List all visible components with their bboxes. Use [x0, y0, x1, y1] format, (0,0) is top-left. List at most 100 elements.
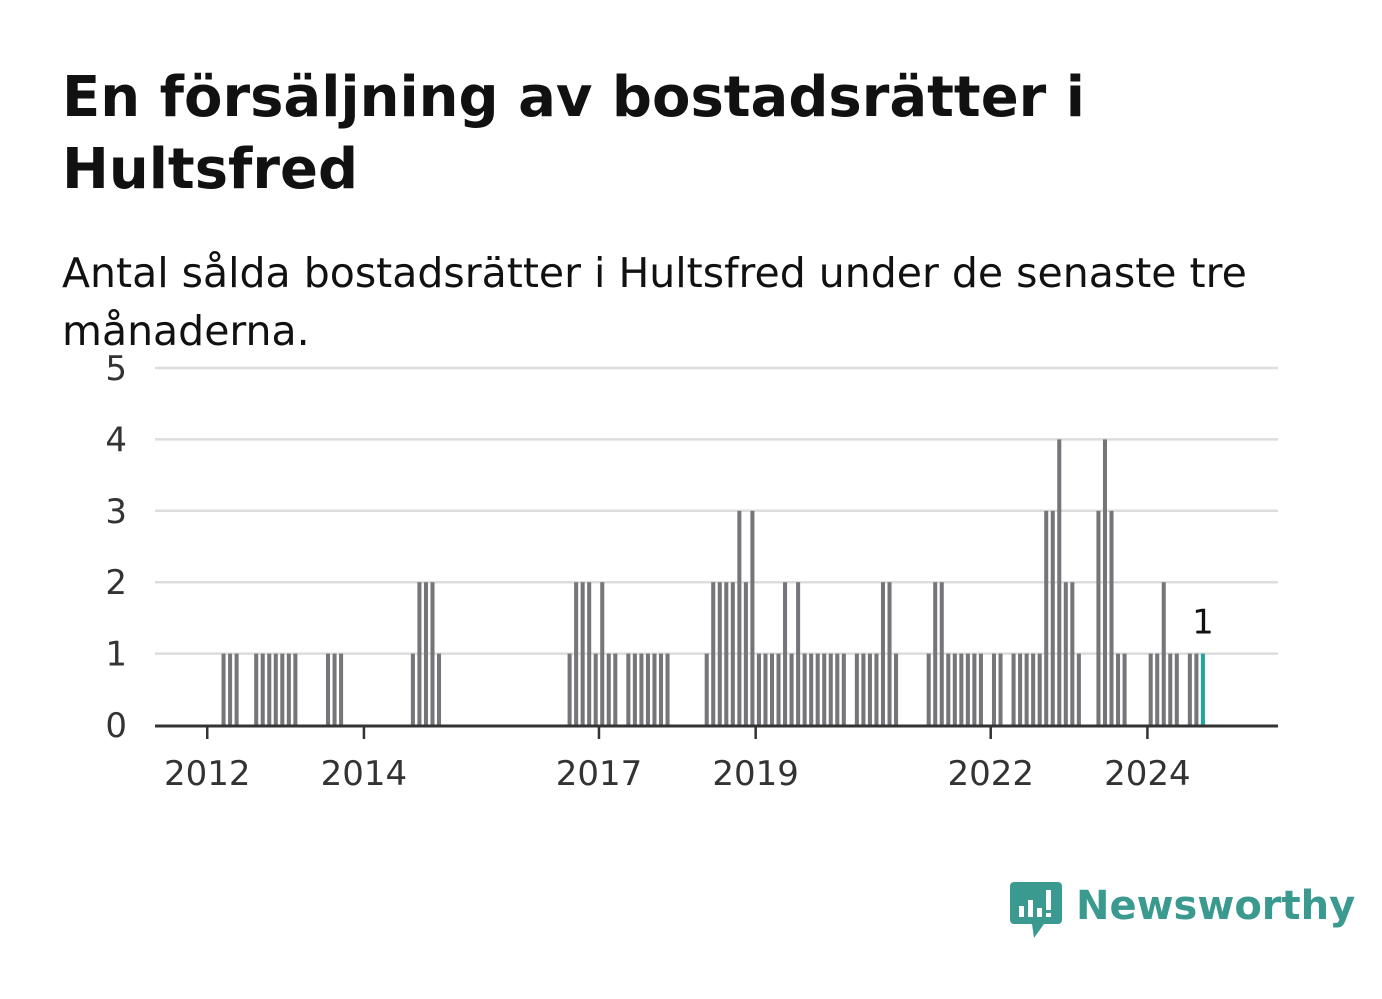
- bar: [417, 582, 422, 725]
- bar: [743, 582, 748, 725]
- bar: [221, 653, 226, 725]
- bar-chart: 0 1 2 3 4 5 2012 2014 2017 2019 2022 2024 1: [105, 349, 1278, 794]
- bar: [332, 653, 337, 725]
- bar: [652, 653, 657, 725]
- bar: [260, 653, 265, 725]
- bar: [587, 582, 592, 725]
- bar: [1116, 653, 1121, 725]
- bar: [1070, 582, 1075, 725]
- bar: [1161, 582, 1166, 725]
- bar: [854, 653, 859, 725]
- bar: [665, 653, 670, 725]
- grid-lines: [155, 366, 1278, 655]
- bar: [952, 653, 957, 725]
- y-axis-ticks: 0 1 2 3 4 5: [105, 349, 127, 746]
- bar: [645, 653, 650, 725]
- bars: [221, 439, 1205, 725]
- bar: [1155, 653, 1160, 725]
- bar: [613, 653, 618, 725]
- bar: [978, 653, 983, 725]
- bar: [874, 653, 879, 725]
- bar: [867, 653, 872, 725]
- bar: [769, 653, 775, 725]
- bar: [828, 653, 833, 725]
- bar: [1050, 510, 1055, 725]
- bar: [1037, 653, 1042, 725]
- bar: [704, 653, 709, 725]
- bar: [273, 653, 278, 725]
- bar: [835, 653, 840, 725]
- bar: [286, 653, 291, 725]
- bar: [280, 653, 285, 725]
- bar: [887, 582, 892, 725]
- bar: [1031, 653, 1036, 725]
- bar: [815, 653, 820, 725]
- newsworthy-wordmark: Newsworthy: [1076, 883, 1356, 929]
- bar: [1168, 653, 1173, 725]
- chart-title: En försäljning av bostadsrätter i Hultsf…: [62, 65, 1085, 202]
- bar: [711, 582, 716, 725]
- bar-highlight: [1200, 653, 1205, 725]
- newsworthy-logo: Newsworthy: [1010, 876, 1355, 946]
- bar: [783, 582, 788, 725]
- x-tick-label: 2019: [712, 754, 799, 794]
- bar: [436, 653, 442, 725]
- highlight-value-label: 1: [1192, 603, 1214, 643]
- bar: [894, 653, 899, 725]
- bar: [267, 653, 272, 725]
- bar: [254, 653, 259, 725]
- bar: [776, 653, 781, 725]
- bar: [933, 582, 938, 725]
- bar: [580, 582, 585, 725]
- bar: [763, 653, 768, 725]
- bar: [1194, 653, 1199, 725]
- bar: [946, 653, 951, 725]
- bar: [802, 653, 807, 725]
- bar: [626, 653, 631, 725]
- bar: [632, 653, 637, 725]
- bar: [1148, 653, 1153, 725]
- bar: [880, 582, 886, 725]
- bar: [1109, 510, 1114, 725]
- bar: [430, 582, 435, 725]
- bar: [1102, 439, 1108, 725]
- bar: [796, 582, 801, 725]
- x-tick-label: 2024: [1104, 754, 1191, 794]
- bar: [861, 653, 866, 725]
- bar: [234, 653, 239, 725]
- bar: [1122, 653, 1127, 725]
- bar: [991, 653, 997, 725]
- y-tick-label: 3: [105, 492, 127, 532]
- bar: [972, 653, 977, 725]
- bar: [822, 653, 827, 725]
- y-tick-label: 1: [105, 635, 127, 675]
- bar: [606, 653, 611, 725]
- bar: [789, 653, 794, 725]
- x-tick-label: 2017: [556, 754, 643, 794]
- bar: [1187, 653, 1192, 725]
- bar: [593, 653, 598, 725]
- bar: [809, 653, 814, 725]
- x-tick-label: 2022: [947, 754, 1034, 794]
- bar: [1011, 653, 1016, 725]
- bar: [998, 653, 1003, 725]
- y-tick-label: 0: [105, 706, 127, 746]
- x-axis-ticks: 2012 2014 2017 2019 2022 2024: [164, 727, 1191, 794]
- bar: [1024, 653, 1029, 725]
- bar: [730, 582, 735, 725]
- bar: [639, 653, 644, 725]
- bar: [939, 582, 944, 725]
- bar: [717, 582, 722, 725]
- bar: [965, 653, 970, 725]
- x-tick-label: 2014: [321, 754, 408, 794]
- bar: [325, 653, 331, 725]
- bar: [1057, 439, 1062, 725]
- bar: [574, 582, 579, 725]
- bar: [339, 653, 344, 725]
- bar: [724, 582, 729, 725]
- bar: [293, 653, 298, 725]
- bar: [737, 510, 742, 725]
- bar: [926, 653, 931, 725]
- bar: [567, 653, 572, 725]
- y-tick-label: 5: [105, 349, 127, 389]
